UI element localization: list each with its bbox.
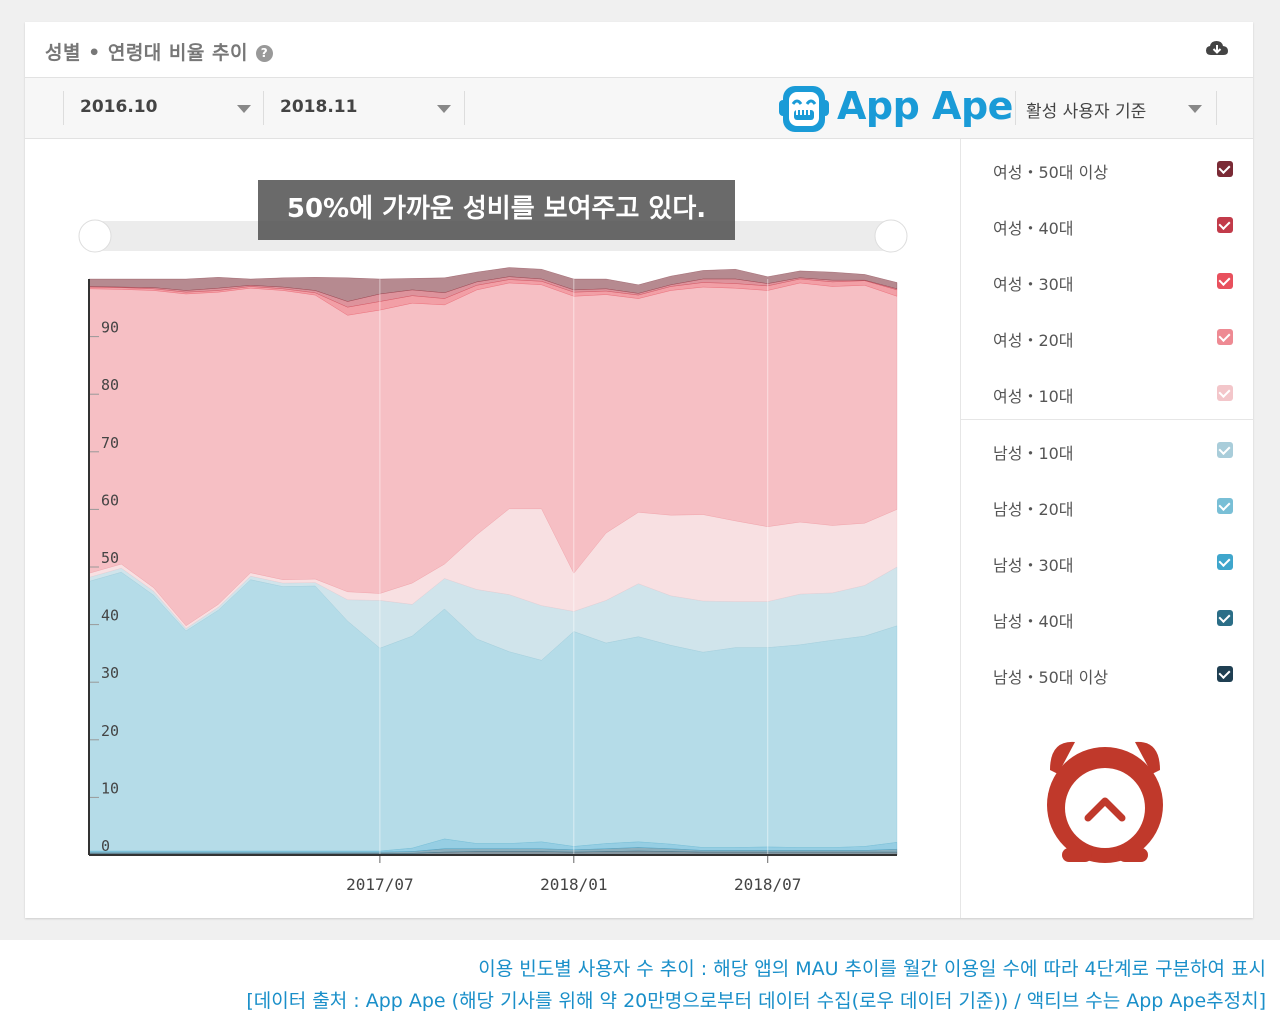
chevron-down-icon [237,105,251,113]
legend-checkbox[interactable] [1217,554,1233,570]
end-period-select[interactable]: 2018.11 [263,91,465,125]
alarm-clock-icon[interactable] [1040,730,1170,865]
monkey-logo-icon [779,86,829,132]
legend-item-label: 여성・20대 [993,331,1074,350]
legend-item-label: 남성・30대 [993,556,1074,575]
y-tick-label: 10 [101,779,119,797]
y-tick-label: 20 [101,722,119,740]
chart-card: 성별 • 연령대 비율 추이? 2016.10 2018.11 [25,22,1254,918]
legend-item-label: 남성・20대 [993,500,1074,519]
x-tick-label: 2018/01 [540,875,607,894]
legend-item-label: 여성・30대 [993,275,1074,294]
range-handle-right [874,219,908,253]
filter-toolbar: 2016.10 2018.11 App Ape 활성 사용자 기준 [25,78,1253,139]
overlay-caption: 50%에 가까운 성비를 보여주고 있다. [258,180,735,240]
stacked-area-chart: 0 10 20 30 40 50 60 70 80 90 2017/07 2018/01 2018/07 [78,219,908,894]
legend-item-label: 여성・50대 이상 [993,163,1109,182]
x-tick-label: 2018/07 [734,875,801,894]
cloud-download-icon[interactable] [1205,38,1229,58]
card-title: 성별 • 연령대 비율 추이? [45,38,273,65]
legend-item-label: 여성・10대 [993,387,1074,406]
legend-item[interactable]: 여성・10대 [993,379,1243,409]
chevron-down-icon [1188,105,1202,113]
start-period-select[interactable]: 2016.10 [63,91,264,125]
y-tick-label: 30 [101,664,119,682]
y-tick-label: 60 [101,491,119,509]
legend-item-label: 여성・40대 [993,219,1074,238]
footer-note-line2: [데이터 출처 : App Ape (해당 기사를 위해 약 20만명으로부터 … [246,990,1266,1012]
x-tick-label: 2017/07 [346,875,413,894]
legend-item[interactable]: 여성・20대 [993,323,1243,353]
y-tick-label: 0 [101,837,110,855]
chevron-down-icon [437,105,451,113]
question-circle-icon[interactable]: ? [255,45,273,62]
legend-checkbox[interactable] [1217,498,1233,514]
legend-item[interactable]: 남성・10대 [993,436,1243,466]
end-period-value: 2018.11 [280,97,358,117]
legend-item[interactable]: 남성・40대 [993,604,1243,634]
basis-select-value: 활성 사용자 기준 [1026,102,1147,122]
card-title-text: 성별 • 연령대 비율 추이 [45,42,248,64]
legend-checkbox[interactable] [1217,385,1233,401]
y-tick-label: 90 [101,319,119,337]
legend-checkbox[interactable] [1217,442,1233,458]
logo-text: App Ape [837,84,1013,128]
range-handle-left [78,219,112,253]
legend-item[interactable]: 여성・40대 [993,211,1243,241]
y-tick-label: 80 [101,376,119,394]
legend-item[interactable]: 남성・30대 [993,548,1243,578]
chart-area: 0 10 20 30 40 50 60 70 80 90 2017/07 2018/01 2018/07 [25,139,960,918]
legend-checkbox[interactable] [1217,610,1233,626]
legend-item[interactable]: 여성・50대 이상 [993,155,1243,185]
legend-checkbox[interactable] [1217,217,1233,233]
basis-select[interactable]: 활성 사용자 기준 [1015,91,1217,125]
area-series [88,267,898,302]
legend-checkbox[interactable] [1217,273,1233,289]
legend-checkbox[interactable] [1217,329,1233,345]
legend-item-label: 남성・50대 이상 [993,668,1109,687]
y-tick-label: 50 [101,549,119,567]
legend-checkbox[interactable] [1217,161,1233,177]
y-tick-label: 40 [101,607,119,625]
y-tick-label: 70 [101,434,119,452]
start-period-value: 2016.10 [80,97,158,117]
card-header: 성별 • 연령대 비율 추이? [25,22,1253,78]
footer-note-line1: 이용 빈도별 사용자 수 추이 : 해당 앱의 MAU 추이를 월간 이용일 수… [478,958,1266,980]
legend-item[interactable]: 여성・30대 [993,267,1243,297]
legend-item[interactable]: 남성・50대 이상 [993,660,1243,690]
legend-item[interactable]: 남성・20대 [993,492,1243,522]
legend-item-label: 남성・10대 [993,444,1074,463]
legend-checkbox[interactable] [1217,666,1233,682]
legend-divider [961,419,1254,420]
legend-item-label: 남성・40대 [993,612,1074,631]
